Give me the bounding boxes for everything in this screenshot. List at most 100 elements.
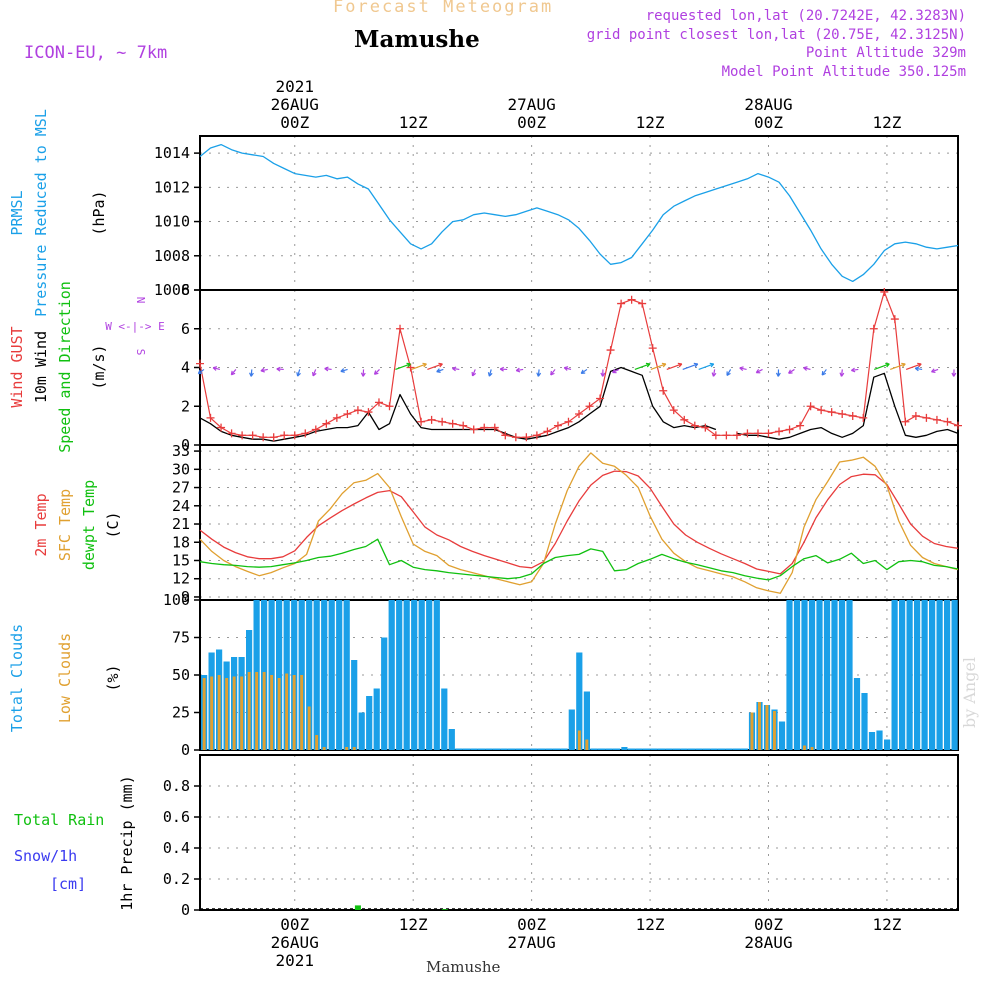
wind-gust-marker <box>311 425 320 434</box>
total-clouds-label: Total Clouds <box>8 624 26 732</box>
wind-gust-marker <box>364 408 373 417</box>
total-cloud-bar <box>470 748 478 750</box>
total-cloud-bar <box>597 748 606 750</box>
wind-gust-marker <box>438 417 447 426</box>
low-cloud-bar <box>277 678 281 750</box>
wind-arrow-head <box>851 367 856 373</box>
total-cloud-bar <box>530 748 538 750</box>
pressure-series-line <box>199 143 959 283</box>
wind-arrow-head <box>249 372 254 377</box>
top-time-label: 00Z <box>754 113 783 132</box>
wind-arrow-head <box>901 362 906 368</box>
total-cloud-bar <box>336 600 343 750</box>
total-cloud-bar <box>507 748 516 750</box>
wind-gust-marker <box>280 431 289 440</box>
wind-gust-marker <box>880 287 889 296</box>
low-cloud-bar <box>765 705 769 750</box>
wind-direction-arrow <box>682 363 698 371</box>
wind-gust-marker <box>459 421 468 430</box>
precip-ytick-label: 0.2 <box>163 870 190 888</box>
total-cloud-bar <box>321 600 328 750</box>
wind-gust-marker <box>543 427 552 436</box>
total-cloud-bar <box>740 748 748 750</box>
total-cloud-bar <box>612 748 621 750</box>
wind-arrow-head <box>276 366 281 372</box>
bottom-time-label: 00Z <box>280 915 309 934</box>
low-cloud-bar <box>758 702 761 750</box>
wind-gust-marker <box>343 410 352 418</box>
total-cloud-bar <box>680 748 688 750</box>
wind-gust-marker <box>796 421 805 430</box>
wind-gust-marker <box>532 431 541 440</box>
wind-gust-marker <box>217 423 226 432</box>
total-cloud-bar <box>396 600 403 750</box>
wind-gust-marker <box>743 429 752 438</box>
wind-arrow-head <box>600 372 606 377</box>
wind-gust-marker <box>385 402 394 411</box>
wind-gust-marker <box>848 411 857 420</box>
pressure-ytick-label: 1014 <box>154 144 190 162</box>
temp-series-line <box>199 538 959 581</box>
low-cloud-bar <box>210 676 214 750</box>
wind-arrow-head <box>499 366 505 372</box>
wind-10m-label: 10m Wind <box>32 331 50 403</box>
clouds-ytick-label: 75 <box>172 629 190 647</box>
wind-gust-marker <box>911 411 920 420</box>
low-cloud-bar <box>270 675 274 750</box>
bottom-time-label: 00Z <box>517 915 546 934</box>
wind-gust-marker <box>406 363 415 372</box>
wind-direction-arrow <box>890 363 906 371</box>
wind-gust-marker <box>396 324 405 333</box>
precip-ytick-label: 0.6 <box>163 808 190 826</box>
total-cloud-bar <box>695 748 703 750</box>
model-label: ICON-EU, ~ 7km <box>24 43 168 63</box>
wind-direction-arrow <box>411 363 427 371</box>
wind-gust-marker <box>290 431 299 440</box>
grid-point-coords: grid point closest lon,lat (20.75E, 42.3… <box>586 27 966 43</box>
wind-gust-marker <box>248 431 257 440</box>
chart-title: Forecast Meteogram <box>333 0 554 17</box>
pressure-unit: (hPa) <box>90 190 108 235</box>
wind-arrow-head <box>487 372 493 377</box>
temp-ytick-label: 9 <box>181 588 190 606</box>
top-time-label: 27AUG <box>508 95 556 114</box>
bottom-time-label: 28AUG <box>744 933 792 952</box>
wind-arrow-head <box>536 372 542 377</box>
top-time-label: 2021 <box>275 77 314 96</box>
total-cloud-bar <box>537 748 546 750</box>
wind-gust-marker <box>585 402 594 411</box>
wind-gust-marker <box>753 429 762 438</box>
total-cloud-bar <box>328 600 335 750</box>
wind-direction-arrow <box>698 363 714 371</box>
total-cloud-bar <box>725 748 733 750</box>
wind-gust-marker <box>511 433 520 442</box>
temp-series-line <box>199 470 959 575</box>
wind-gust-marker <box>785 425 794 434</box>
total-cloud-bar <box>786 600 793 750</box>
wind-arrow-head <box>515 367 521 373</box>
wind-arrow-head <box>324 366 329 372</box>
low-cloud-bar <box>352 747 356 750</box>
total-cloud-bar <box>793 600 801 750</box>
top-time-label: 00Z <box>517 113 546 132</box>
wind-arrow-head <box>755 368 761 374</box>
wind-arrow-head <box>452 366 457 372</box>
wind-gust-marker <box>196 359 204 368</box>
wind-gust-marker <box>227 429 236 438</box>
total-cloud-bar <box>358 712 365 750</box>
total-cloud-bar <box>568 709 575 750</box>
total-cloud-bar <box>583 691 590 750</box>
total-cloud-bar <box>462 748 471 750</box>
low-cloud-bar <box>750 712 754 750</box>
precip-ytick-label: 0.4 <box>163 839 190 857</box>
compass-we: W <-|-> E <box>105 320 165 333</box>
total-cloud-bar <box>485 748 493 750</box>
wind-series-line <box>199 366 959 442</box>
temp-ytick-label: 12 <box>172 570 190 588</box>
wind-arrow-head <box>550 370 555 376</box>
temp-ytick-label: 21 <box>172 515 190 533</box>
total-cloud-bar <box>477 748 486 750</box>
location-title: Mamushe <box>354 26 480 53</box>
bottom-time-label: 2021 <box>275 951 314 970</box>
